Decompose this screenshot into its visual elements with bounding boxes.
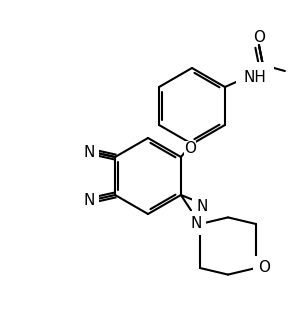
Text: O: O xyxy=(258,261,270,276)
Text: N: N xyxy=(84,145,95,160)
Text: N: N xyxy=(84,192,95,207)
Text: NH: NH xyxy=(244,69,267,85)
Text: N: N xyxy=(190,215,202,230)
Text: O: O xyxy=(184,141,197,156)
Text: N: N xyxy=(196,198,208,213)
Text: O: O xyxy=(253,29,265,44)
